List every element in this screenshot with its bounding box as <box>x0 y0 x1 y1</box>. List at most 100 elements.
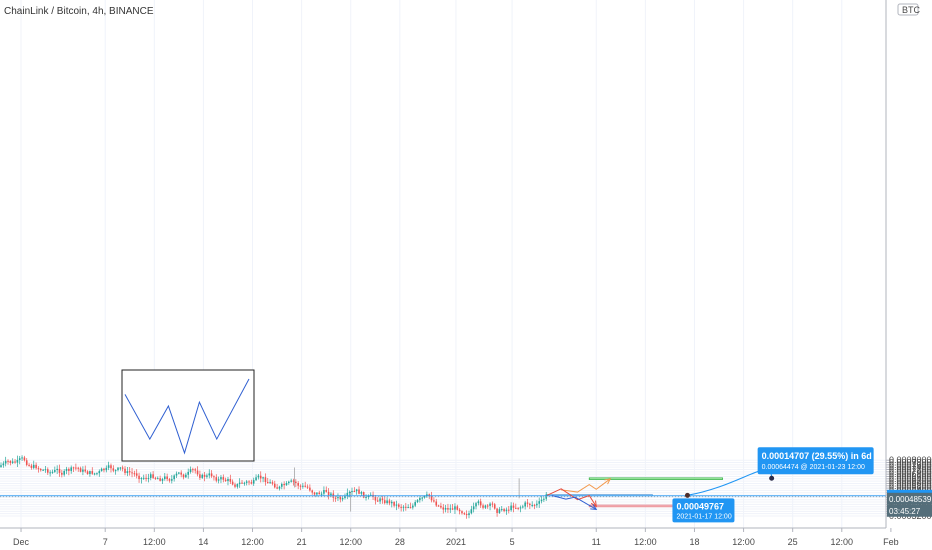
pattern-inset-path <box>124 378 250 455</box>
candle-body <box>63 470 65 475</box>
candle-body <box>379 498 381 502</box>
candle-body <box>131 472 133 474</box>
entry-callout-box <box>672 498 735 523</box>
candle-body <box>353 491 356 493</box>
price-tick-label: 0.00068000 <box>889 469 932 479</box>
candle-body <box>393 501 395 506</box>
candle-body <box>316 492 318 495</box>
candle-body <box>35 464 37 469</box>
candle-body <box>433 500 435 502</box>
candle-body <box>182 474 185 478</box>
candle-body <box>0 465 2 467</box>
candle-body <box>536 503 538 506</box>
red-projection-path <box>546 488 597 507</box>
candle-body <box>7 460 9 462</box>
green-target-zone <box>588 477 723 480</box>
candle-body <box>114 470 117 472</box>
projection-paths <box>243 377 775 510</box>
candle-body <box>229 478 232 482</box>
currency-badge[interactable] <box>897 3 919 16</box>
candle-body <box>486 505 489 507</box>
price-tick-label: 0.00080000 <box>889 455 932 465</box>
candle-body <box>451 508 454 510</box>
candle-body <box>271 482 274 484</box>
candle-body <box>4 460 7 464</box>
candle-body <box>472 506 475 510</box>
candle-body <box>529 503 531 506</box>
candle-body <box>142 477 145 479</box>
candle-body <box>285 483 288 486</box>
candle-body <box>245 481 248 483</box>
candle-body <box>519 507 522 509</box>
time-tick-label: 21 <box>297 537 307 547</box>
candle-body <box>241 482 243 484</box>
candle-body <box>250 482 253 484</box>
candle-body <box>297 483 299 486</box>
candle-body <box>238 482 241 485</box>
candle-body <box>503 509 505 512</box>
time-tick-label: 5 <box>510 537 515 547</box>
candle-body <box>194 469 197 471</box>
candle-body <box>156 478 159 480</box>
candle-body <box>54 470 56 472</box>
time-axis-background[interactable] <box>0 528 886 550</box>
candle-body <box>259 475 262 479</box>
price-axis-background[interactable] <box>886 0 932 528</box>
candle-body <box>414 502 416 506</box>
candle-body <box>236 484 239 487</box>
candle-body <box>93 473 96 475</box>
candle-body <box>400 506 402 508</box>
candle-body <box>124 468 126 474</box>
candle-body <box>213 476 215 478</box>
candle-body <box>199 474 201 478</box>
candle-body <box>358 489 360 494</box>
candle-body <box>28 464 30 466</box>
candle-body <box>281 483 283 487</box>
candle-body <box>304 485 306 487</box>
candle-body <box>505 509 508 512</box>
candle-body <box>187 471 189 475</box>
candle-body <box>533 504 536 506</box>
time-tick-label: 12:00 <box>143 537 166 547</box>
candle-body <box>323 490 325 494</box>
candle-body <box>346 492 349 497</box>
candle-body <box>522 506 524 508</box>
candle-body <box>320 493 323 495</box>
curve-end-dot <box>769 475 775 481</box>
candle-body <box>39 469 42 471</box>
entry-callout-price: 0.00049767 <box>676 501 724 511</box>
candle-body <box>381 498 384 501</box>
candle-body <box>458 509 461 512</box>
time-tick-label: Dec <box>13 537 30 547</box>
candle-body <box>21 457 23 459</box>
time-tick-label: 18 <box>689 537 699 547</box>
candle-body <box>383 500 386 504</box>
candle-body <box>341 498 344 500</box>
candle-body <box>442 507 445 510</box>
pattern-inset-box <box>121 369 255 462</box>
target-callout-sub: 0.00064474 @ 2021-01-23 12:00 <box>762 464 865 471</box>
time-tick-label: Feb <box>883 537 899 547</box>
price-lines <box>0 495 886 498</box>
candle-body <box>110 465 112 469</box>
candle-body <box>327 491 330 496</box>
candle-body <box>325 490 328 492</box>
candle-body <box>145 477 147 480</box>
candle-body <box>171 479 173 481</box>
candle-body <box>173 475 175 480</box>
candle-body <box>302 485 304 487</box>
candle-body <box>283 483 285 486</box>
candle-body <box>14 461 16 463</box>
candle-body <box>491 503 494 505</box>
candle-body <box>79 468 82 472</box>
candle-body <box>313 492 316 495</box>
candle-body <box>311 490 314 493</box>
candle-body <box>30 465 33 468</box>
candle-body <box>507 509 510 511</box>
candle-series <box>0 455 548 519</box>
candle-body <box>510 505 512 511</box>
candle-body <box>517 507 519 509</box>
candle-body <box>339 497 342 500</box>
candle-body <box>89 471 91 475</box>
